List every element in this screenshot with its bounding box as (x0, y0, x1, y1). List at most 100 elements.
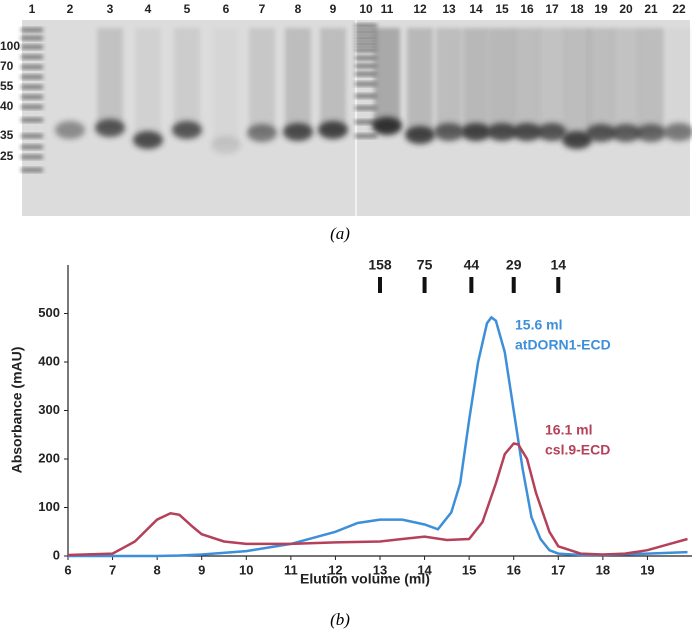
ladder-band (21, 55, 43, 59)
gel-smear (97, 28, 123, 128)
size-marker (422, 277, 427, 293)
x-tick-label: 10 (239, 562, 253, 577)
lane-label: 12 (413, 2, 427, 16)
mw-label: 55 (0, 79, 14, 93)
ladder-band (355, 48, 377, 52)
y-tick-label: 500 (38, 305, 60, 320)
lane-label: 21 (644, 2, 658, 16)
gel-smear (564, 28, 590, 140)
gel-smear (613, 28, 639, 133)
lane-label: 19 (594, 2, 608, 16)
series-label: atDORN1-ECD (515, 337, 611, 353)
y-tick-label: 300 (38, 402, 60, 417)
x-tick-label: 15 (462, 562, 476, 577)
gel-smear (666, 28, 692, 132)
x-tick-label: 8 (154, 562, 161, 577)
x-tick-label: 9 (198, 562, 205, 577)
x-tick-label: 16 (506, 562, 520, 577)
gel-smear (174, 28, 200, 130)
gel-band (318, 121, 348, 139)
gel-smear (213, 28, 239, 145)
gel-smear (320, 28, 346, 130)
gel-band (172, 121, 202, 139)
lane-label: 20 (619, 2, 633, 16)
lane-label: 8 (295, 2, 302, 16)
lane-label: 15 (495, 2, 509, 16)
size-marker-label: 75 (417, 257, 433, 273)
ladder-band (355, 134, 377, 138)
lane-label: 2 (67, 2, 74, 16)
gel-smear (249, 28, 275, 133)
ladder-band (355, 64, 377, 68)
lane-label: 11 (381, 2, 394, 16)
gel-band (636, 124, 666, 142)
gel-smear (374, 28, 400, 126)
ladder-band (355, 42, 377, 46)
series-line (68, 315, 688, 558)
ladder-band (21, 105, 43, 109)
gel-band (211, 136, 241, 154)
gel-band (405, 126, 435, 144)
ladder-band (355, 56, 377, 60)
gel-band (95, 119, 125, 137)
lane-label: 4 (145, 2, 152, 16)
ladder-band (21, 95, 43, 99)
lane-label: 13 (442, 2, 456, 16)
ladder-band (21, 85, 43, 89)
gel-band (487, 123, 517, 141)
x-tick-label: 19 (640, 562, 654, 577)
ladder-band (355, 106, 377, 110)
lane-label: 3 (107, 2, 114, 16)
gel-smear (588, 28, 614, 133)
lane-label: 22 (672, 2, 686, 16)
series-label: csl.9-ECD (545, 442, 610, 458)
lane-label: 5 (184, 2, 191, 16)
size-marker (511, 277, 516, 293)
ladder-band (21, 145, 43, 149)
size-marker (469, 277, 474, 293)
size-marker (556, 277, 561, 293)
lane-label: 18 (570, 2, 584, 16)
ladder-band (21, 65, 43, 69)
lane-label: 16 (520, 2, 534, 16)
gel-band (586, 124, 616, 142)
lane-label: 10 (359, 2, 373, 16)
y-axis-title: Absorbance (mAU) (9, 347, 25, 474)
lane-label: 9 (330, 2, 337, 16)
ladder-band (21, 36, 43, 40)
y-tick-label: 0 (53, 547, 60, 562)
gel-band (133, 131, 163, 149)
ladder-band (355, 82, 377, 86)
gel-smear (514, 28, 540, 132)
x-tick-label: 11 (284, 562, 298, 577)
gel-band (247, 124, 277, 142)
gel-band (512, 123, 542, 141)
caption-b: (b) (330, 610, 350, 629)
gel-smear (539, 28, 565, 132)
size-marker-label: 29 (506, 257, 522, 273)
x-tick-label: 14 (417, 562, 432, 577)
gel-bands (21, 20, 692, 216)
gel-band (537, 123, 567, 141)
ladder-band (355, 72, 377, 76)
lane-label: 14 (469, 2, 483, 16)
ladder-band (21, 118, 43, 122)
size-marker-label: 158 (368, 257, 392, 273)
ladder-band (355, 30, 377, 34)
x-tick-label: 6 (64, 562, 71, 577)
size-marker-label: 44 (464, 257, 480, 273)
lane-label: 7 (259, 2, 266, 16)
mw-label: 100 (0, 39, 20, 53)
ladder-band (355, 94, 377, 98)
x-tick-label: 7 (109, 562, 116, 577)
gel-band (55, 121, 85, 139)
mw-label: 35 (0, 128, 14, 142)
peak-label: 15.6 ml (515, 317, 562, 333)
x-axis-title: Elution volume (ml) (300, 571, 430, 587)
gel-band (611, 124, 641, 142)
gel-band (283, 123, 313, 141)
gel-band (562, 131, 592, 149)
x-tick-label: 17 (551, 562, 565, 577)
caption-a: (a) (330, 224, 350, 243)
ladder-band (355, 120, 377, 124)
